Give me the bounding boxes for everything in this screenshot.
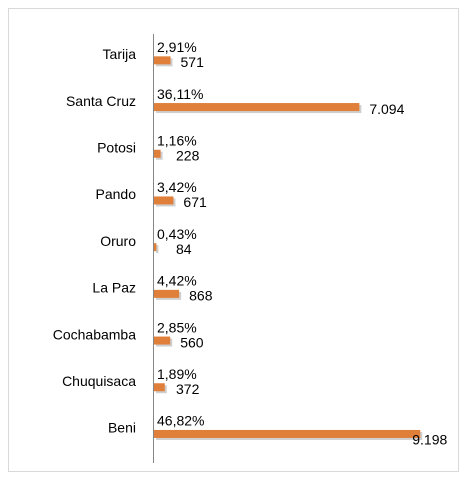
value-label: 571 — [181, 54, 205, 70]
category-label: Pando — [96, 186, 137, 202]
value-label: 560 — [180, 334, 204, 350]
category-label: Beni — [108, 420, 136, 436]
share-label: 3,42% — [157, 179, 197, 195]
category-label: Chuquisaca — [62, 373, 136, 389]
bar — [154, 196, 174, 205]
share-label: 4,42% — [157, 273, 197, 289]
value-label: 372 — [176, 381, 200, 397]
value-label: 228 — [176, 147, 200, 163]
category-label: Potosi — [97, 139, 136, 155]
bar — [154, 243, 157, 252]
value-label: 7.094 — [369, 101, 404, 117]
share-label: 1,89% — [157, 366, 197, 382]
chart-border — [8, 8, 459, 472]
share-label: 0,43% — [157, 226, 197, 242]
category-label: Santa Cruz — [66, 93, 136, 109]
share-label: 36,11% — [157, 86, 203, 102]
bar — [154, 56, 171, 65]
share-label: 1,16% — [157, 132, 197, 148]
category-label: Cochabamba — [53, 326, 136, 342]
bar — [154, 149, 161, 158]
bar — [154, 289, 180, 298]
bar — [154, 429, 421, 438]
bar — [154, 103, 360, 112]
category-label: Tarija — [103, 46, 137, 62]
value-label: 868 — [189, 288, 213, 304]
share-label: 46,82% — [157, 413, 204, 429]
share-label: 2,91% — [157, 39, 197, 55]
category-label: La Paz — [92, 280, 136, 296]
value-label: 671 — [183, 194, 207, 210]
bar-shadow — [156, 245, 159, 254]
bar — [154, 336, 171, 345]
value-label: 9.198 — [412, 432, 447, 448]
category-label: Oruro — [100, 233, 136, 249]
value-label: 84 — [176, 241, 192, 257]
bar — [154, 383, 165, 392]
share-label: 2,85% — [157, 319, 197, 335]
